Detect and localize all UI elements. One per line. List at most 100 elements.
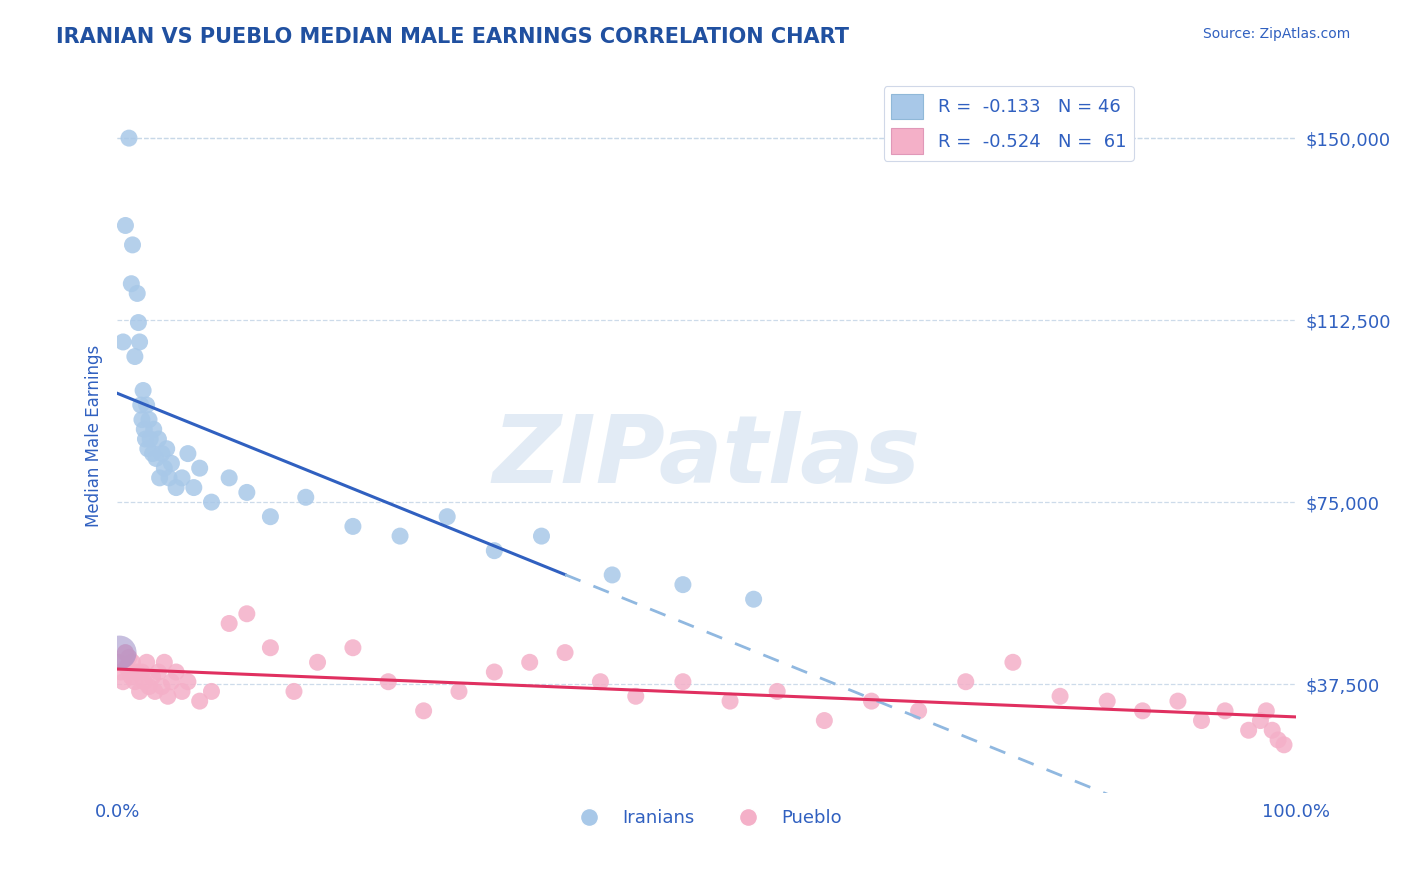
Point (139, 432, 162, 446)
Point (110, 665, 132, 679)
Point (160, 456, 183, 470)
Point (150, 447, 173, 461)
Point (143, 684, 166, 698)
Point (121, 238, 143, 252)
Point (114, 219, 136, 233)
Point (236, 607, 259, 621)
Point (1237, 723, 1260, 738)
Point (142, 422, 165, 436)
Point (165, 665, 187, 679)
Point (107, 655, 129, 669)
Point (813, 714, 835, 728)
Point (160, 674, 183, 689)
Point (141, 447, 163, 461)
Point (236, 485, 259, 500)
Point (1249, 714, 1271, 728)
Point (120, 670, 142, 684)
Point (134, 674, 156, 689)
Point (145, 451, 167, 466)
Point (136, 442, 159, 456)
Point (389, 529, 412, 543)
Text: Source: ZipAtlas.com: Source: ZipAtlas.com (1202, 27, 1350, 41)
Point (127, 286, 149, 301)
Point (307, 655, 329, 669)
Text: IRANIAN VS PUEBLO MEDIAN MALE EARNINGS CORRELATION CHART: IRANIAN VS PUEBLO MEDIAN MALE EARNINGS C… (56, 27, 849, 46)
Point (112, 674, 135, 689)
Text: ZIPatlas: ZIPatlas (492, 411, 921, 503)
Point (519, 655, 541, 669)
Point (120, 277, 142, 291)
Point (218, 616, 240, 631)
Point (149, 471, 172, 485)
Point (342, 519, 364, 533)
Point (1049, 690, 1071, 704)
Point (183, 481, 205, 495)
Point (200, 684, 222, 698)
Point (165, 481, 187, 495)
Point (128, 334, 150, 349)
Point (283, 684, 305, 698)
Point (766, 684, 789, 698)
Point (134, 432, 156, 446)
Point (436, 509, 458, 524)
Point (131, 412, 153, 426)
Point (170, 684, 193, 698)
Point (624, 690, 647, 704)
Point (955, 674, 977, 689)
Point (112, 334, 135, 349)
Point (1191, 714, 1213, 728)
Point (124, 674, 146, 689)
Point (131, 665, 153, 679)
Point (129, 398, 152, 412)
Point (153, 655, 176, 669)
Point (132, 384, 155, 398)
Point (127, 316, 149, 330)
Point (188, 694, 211, 708)
Point (589, 674, 612, 689)
Point (153, 461, 176, 475)
Point (156, 442, 179, 456)
Point (150, 680, 173, 694)
Point (259, 509, 281, 524)
Point (1001, 655, 1024, 669)
Point (342, 640, 364, 655)
Point (1267, 733, 1289, 747)
Point (148, 665, 170, 679)
Point (1167, 694, 1189, 708)
Point (218, 471, 240, 485)
Point (742, 592, 765, 607)
Point (124, 350, 146, 364)
Point (672, 577, 695, 591)
Point (907, 704, 929, 718)
Point (259, 640, 281, 655)
Point (1261, 723, 1284, 738)
Point (1272, 738, 1295, 752)
Legend: Iranians, Pueblo: Iranians, Pueblo (564, 802, 849, 834)
Point (294, 490, 316, 504)
Point (412, 704, 434, 718)
Point (135, 398, 157, 412)
Y-axis label: Median Male Earnings: Median Male Earnings (86, 344, 103, 526)
Point (128, 684, 150, 698)
Point (134, 422, 156, 436)
Point (1256, 704, 1278, 718)
Point (718, 694, 741, 708)
Point (188, 461, 211, 475)
Point (118, 650, 141, 665)
Point (1095, 694, 1118, 708)
Point (115, 660, 138, 674)
Point (118, 131, 141, 145)
Point (447, 684, 470, 698)
Point (138, 412, 160, 426)
Point (127, 665, 149, 679)
Point (170, 471, 193, 485)
Point (860, 694, 883, 708)
Point (138, 680, 160, 694)
Point (141, 670, 163, 684)
Point (108, 646, 131, 660)
Point (600, 568, 623, 582)
Point (148, 432, 170, 446)
Point (1213, 704, 1236, 718)
Point (554, 646, 576, 660)
Point (672, 674, 695, 689)
